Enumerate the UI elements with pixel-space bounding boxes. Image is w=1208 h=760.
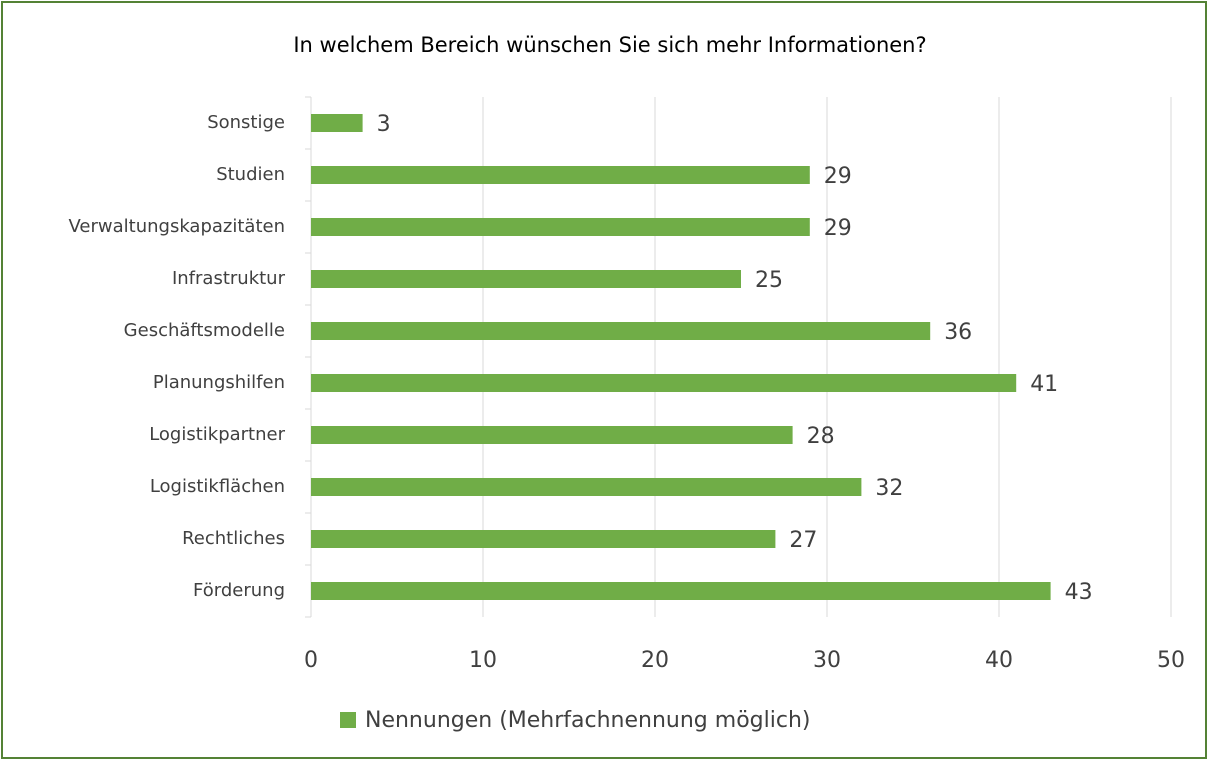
data-label: 3 <box>377 112 391 137</box>
legend-label: Nennungen (Mehrfachnennung möglich) <box>365 708 810 733</box>
y-tick-label: Logistikflächen <box>150 476 285 497</box>
y-tick-label: Studien <box>216 164 285 185</box>
bar <box>311 426 793 444</box>
legend-swatch <box>340 712 356 728</box>
bar <box>311 478 862 496</box>
x-tick-label: 10 <box>469 648 497 673</box>
bar <box>311 530 776 548</box>
y-tick-label: Förderung <box>193 580 285 601</box>
data-label: 36 <box>944 320 972 345</box>
data-label: 27 <box>789 528 817 553</box>
y-tick-label: Sonstige <box>207 112 285 133</box>
y-tick-label: Planungshilfen <box>153 372 285 393</box>
bar <box>311 166 810 184</box>
data-label: 32 <box>875 476 903 501</box>
y-tick-label: Verwaltungskapazitäten <box>69 216 286 237</box>
y-tick-label: Geschäftsmodelle <box>124 320 285 341</box>
data-label: 28 <box>807 424 835 449</box>
data-label: 29 <box>824 216 852 241</box>
bar <box>311 270 741 288</box>
x-tick-label: 20 <box>641 648 669 673</box>
x-tick-label: 50 <box>1157 648 1185 673</box>
bar <box>311 218 810 236</box>
bar <box>311 582 1051 600</box>
data-label: 29 <box>824 164 852 189</box>
x-tick-label: 40 <box>985 648 1013 673</box>
y-tick-label: Logistikpartner <box>149 424 285 445</box>
data-label: 25 <box>755 268 783 293</box>
bar <box>311 114 363 132</box>
bar <box>311 374 1017 392</box>
x-tick-label: 30 <box>813 648 841 673</box>
data-label: 41 <box>1030 372 1058 397</box>
chart-title: In welchem Bereich wünschen Sie sich meh… <box>293 33 926 57</box>
bar <box>311 322 931 340</box>
y-tick-label: Rechtliches <box>182 528 285 549</box>
x-tick-label: 0 <box>304 648 318 673</box>
data-label: 43 <box>1065 580 1093 605</box>
y-tick-label: Infrastruktur <box>172 268 286 289</box>
